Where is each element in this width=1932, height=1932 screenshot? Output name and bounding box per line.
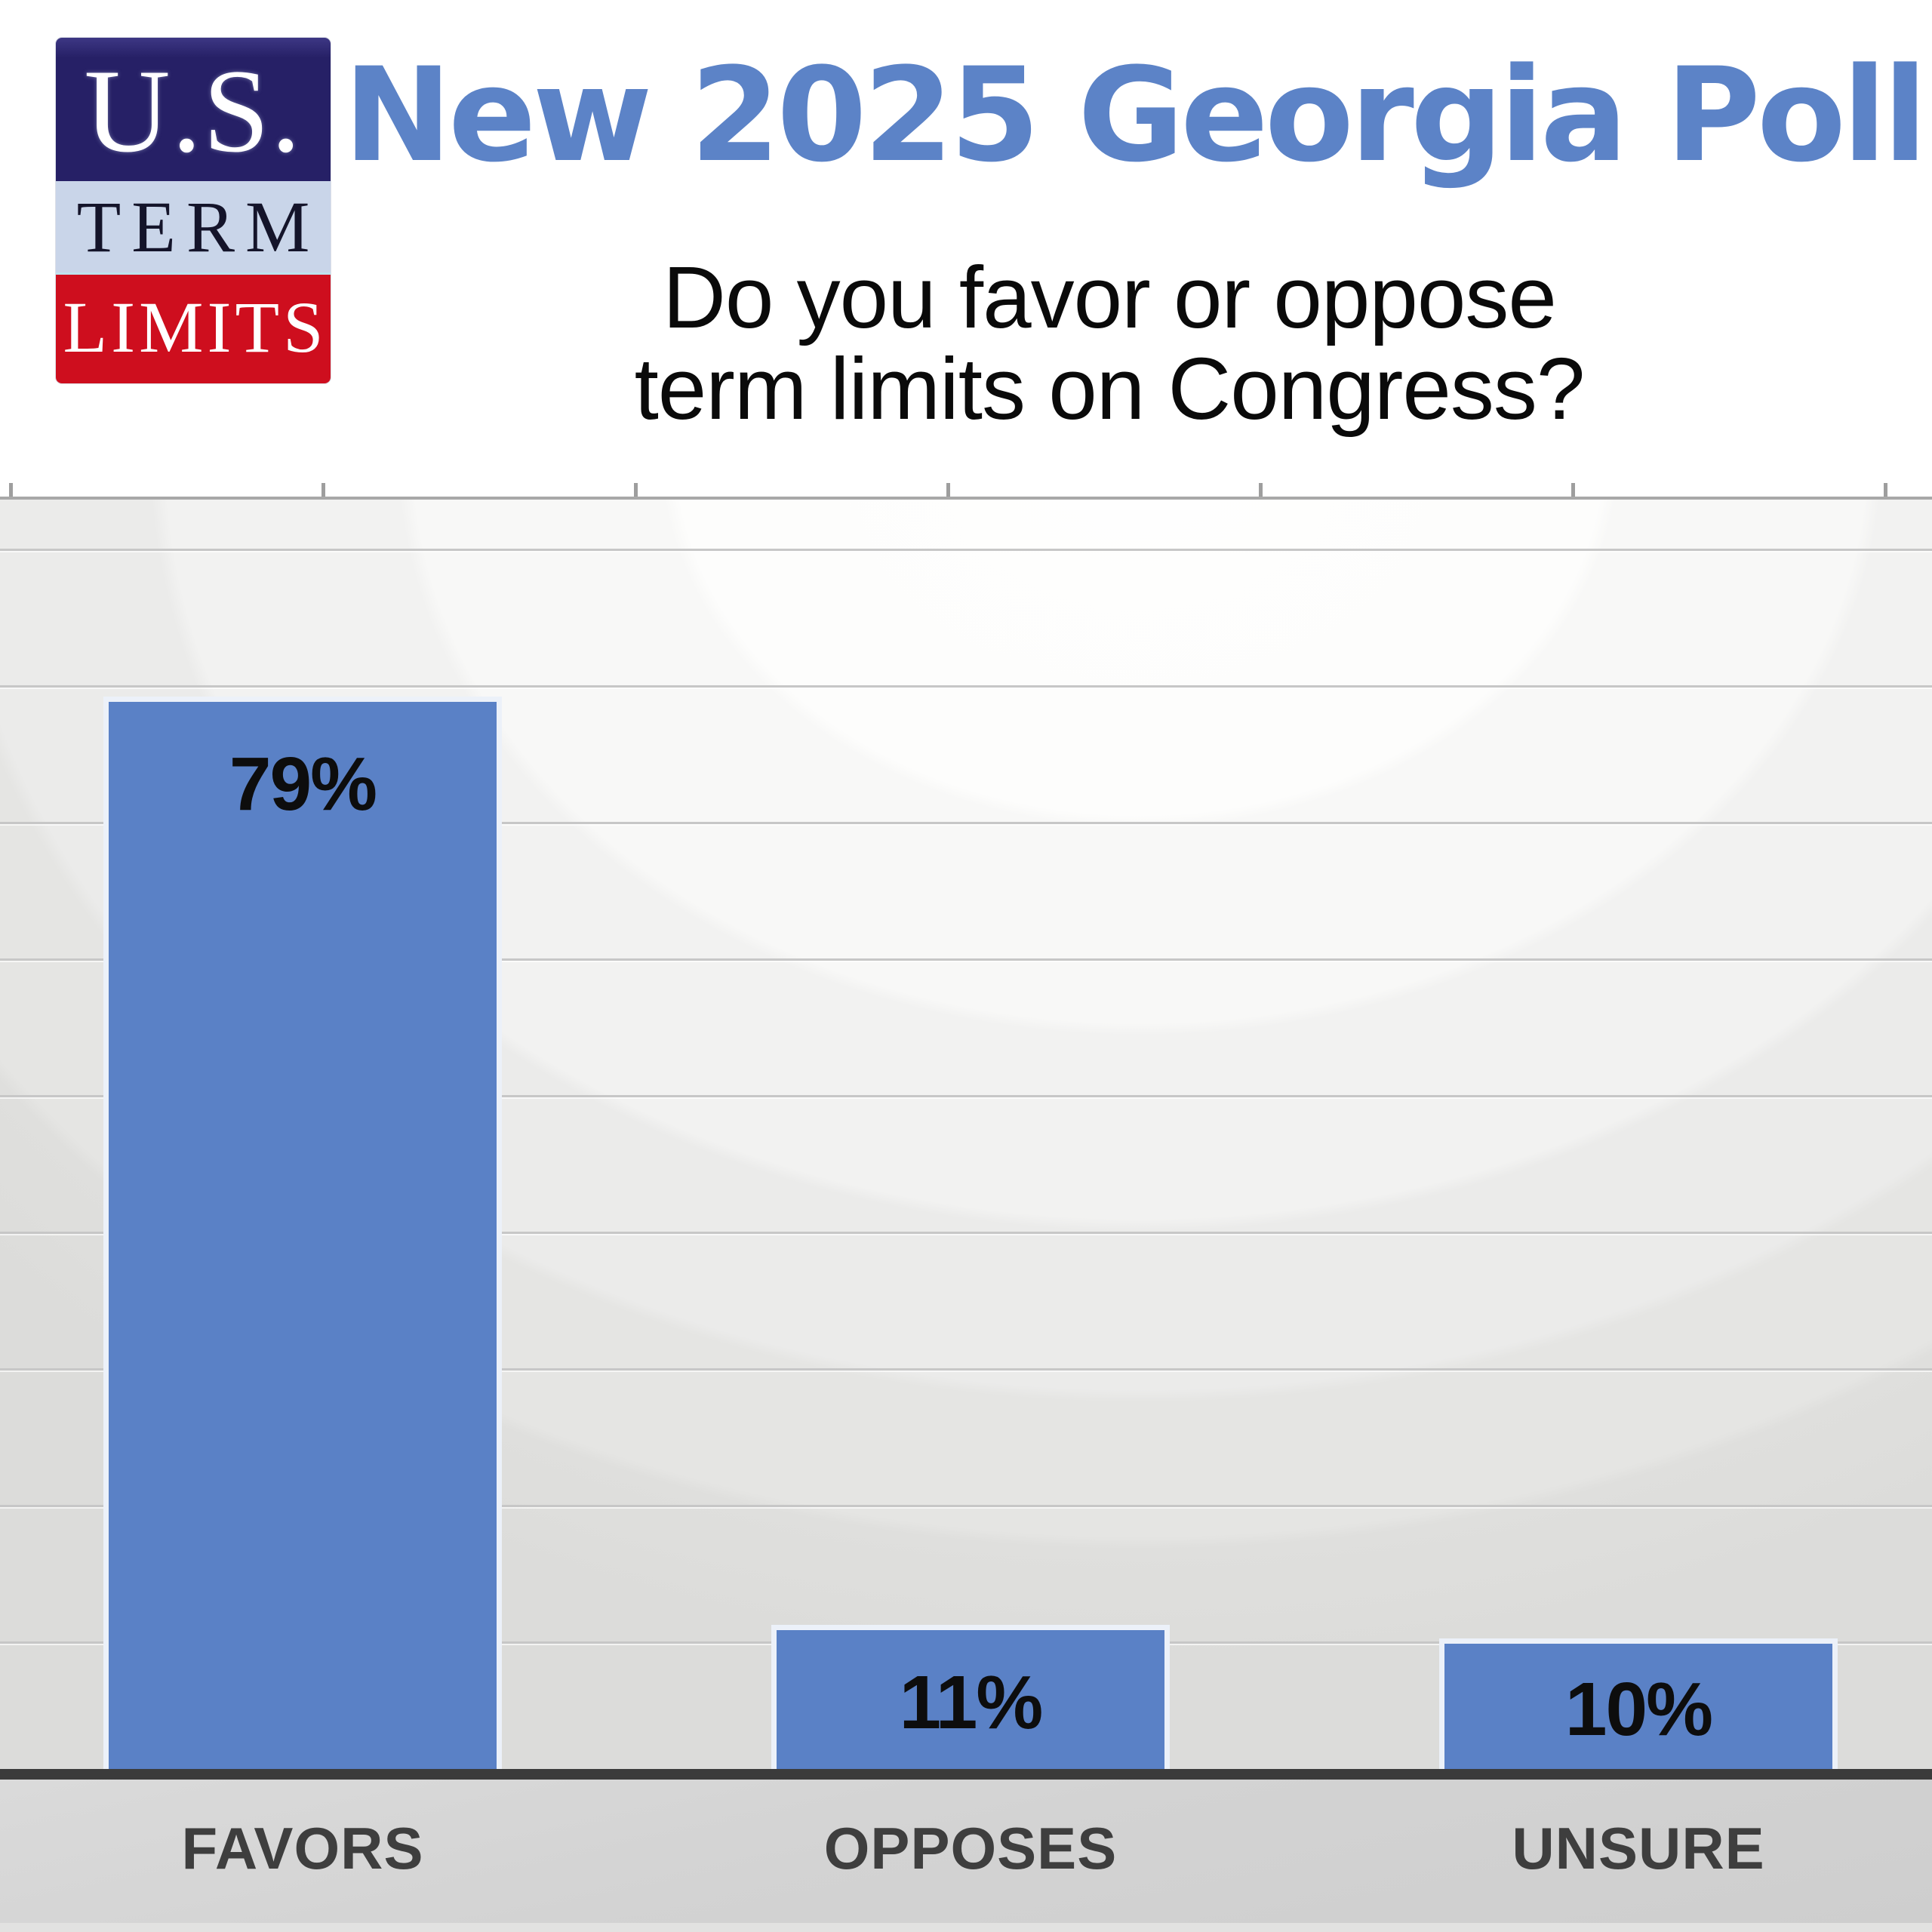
axis-tick — [9, 483, 13, 497]
poll-question: Do you favor or oppose term limits on Co… — [287, 252, 1932, 435]
gridline-70pct — [0, 822, 1932, 824]
plot-area: 79% 11% 10% — [0, 497, 1932, 1775]
poll-question-line1: Do you favor or oppose — [663, 248, 1557, 346]
logo-us-text: U.S. — [56, 38, 331, 181]
category-label-opposes: OPPOSES — [823, 1815, 1118, 1881]
us-term-limits-logo: U.S. TERM LIMITS — [56, 38, 331, 383]
category-label-unsure: UNSURE — [1512, 1815, 1765, 1881]
x-axis-baseline — [0, 1769, 1932, 1780]
axis-tick — [321, 483, 325, 497]
bar-value-label-favors: 79% — [229, 742, 377, 826]
axis-tick — [1571, 483, 1575, 497]
gridline-50pct — [0, 1095, 1932, 1097]
category-label-favors: FAVORS — [181, 1815, 424, 1881]
gridline-30pct — [0, 1368, 1932, 1371]
x-axis-labels: FAVORS OPPOSES UNSURE — [0, 1780, 1932, 1932]
axis-tick — [1259, 483, 1263, 497]
axis-tick — [1884, 483, 1887, 497]
logo-limits-text: LIMITS — [56, 275, 331, 383]
page-title: New 2025 Georgia Poll — [343, 39, 1927, 191]
gridline-20pct — [0, 1505, 1932, 1507]
bar-value-label-opposes: 11% — [899, 1660, 1044, 1745]
gridline-40pct — [0, 1232, 1932, 1234]
gridline-90pct — [0, 549, 1932, 551]
bar-opposes: 11% — [771, 1625, 1170, 1775]
bar-favors: 79% — [103, 697, 502, 1775]
chart-bottom-edge — [0, 1923, 1932, 1932]
gridline-80pct — [0, 685, 1932, 688]
logo-term-text: TERM — [56, 181, 331, 275]
gridline-60pct — [0, 958, 1932, 961]
axis-tick — [946, 483, 950, 497]
poll-question-line2: term limits on Congress? — [634, 340, 1586, 438]
bar-value-label-unsure: 10% — [1564, 1666, 1713, 1752]
header: U.S. TERM LIMITS New 2025 Georgia Poll D… — [0, 0, 1932, 497]
bar-unsure: 10% — [1439, 1638, 1838, 1775]
axis-tick — [634, 483, 638, 497]
